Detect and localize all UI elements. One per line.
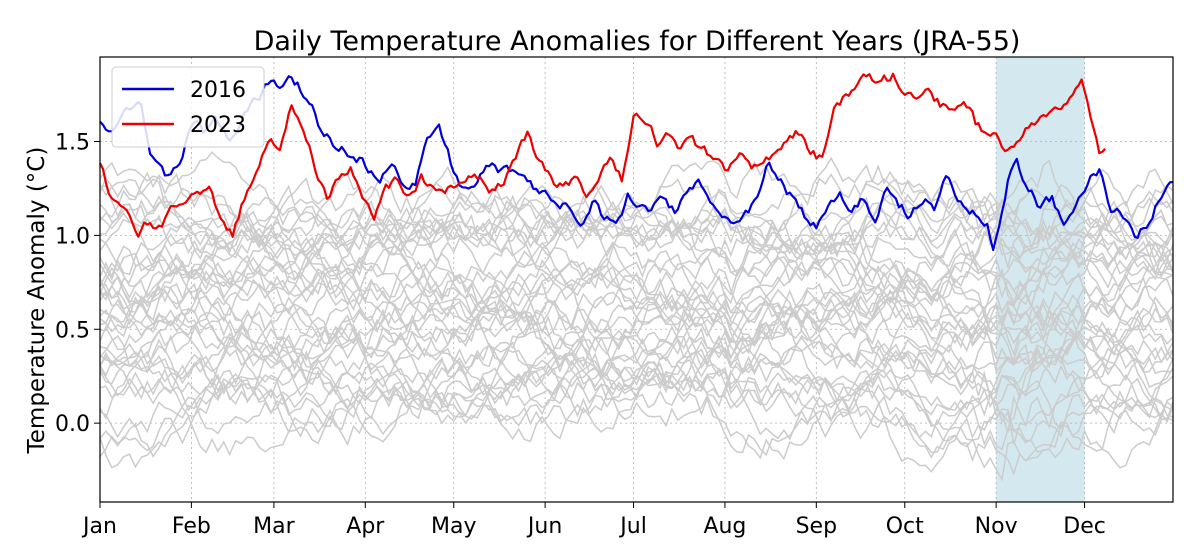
background-year-line	[99, 354, 1174, 476]
plot-frame	[99, 56, 1174, 503]
series-line-2023	[99, 72, 1106, 238]
x-tick-label-nov: Nov	[975, 514, 1018, 539]
background-year-line	[99, 299, 1174, 421]
background-year-line	[99, 305, 1174, 447]
x-tick-label-jul: Jul	[618, 514, 647, 539]
background-year-line	[99, 223, 1174, 351]
background-years-lines	[99, 151, 1174, 482]
legend-label-2016: 2016	[190, 78, 246, 103]
background-year-line	[99, 236, 1174, 356]
x-tick-label-jun: Jun	[526, 514, 562, 539]
background-year-line	[99, 230, 1174, 315]
background-year-line	[99, 246, 1174, 362]
legend: 2016 2023	[111, 66, 265, 148]
x-tick-label-mar: Mar	[253, 514, 295, 539]
background-year-line	[99, 177, 1174, 278]
chart-title: Daily Temperature Anomalies for Differen…	[254, 26, 1021, 57]
background-year-line	[99, 160, 1174, 260]
x-tick-label-dec: Dec	[1063, 514, 1106, 539]
y-tick-label-0.5: 0.5	[55, 318, 90, 343]
background-year-line	[99, 237, 1174, 392]
x-tick-label-aug: Aug	[703, 514, 746, 539]
x-axis-ticks: Jan Feb Mar Apr May Jun Jul Aug Sep Oct Nov Dec	[81, 502, 1106, 539]
y-tick-label-1.5: 1.5	[55, 130, 90, 155]
background-year-line	[99, 320, 1174, 441]
background-year-line	[99, 247, 1174, 412]
y-tick-label-0.0: 0.0	[55, 412, 90, 437]
background-year-line	[99, 204, 1174, 278]
background-year-line	[99, 268, 1174, 396]
background-year-line	[99, 211, 1174, 347]
background-year-line	[99, 241, 1174, 363]
background-year-line	[99, 324, 1174, 461]
x-tick-label-may: May	[431, 514, 476, 539]
background-year-line	[99, 276, 1174, 371]
background-year-line	[99, 318, 1174, 454]
background-year-line	[99, 278, 1174, 445]
x-tick-label-apr: Apr	[346, 514, 385, 539]
highlighted-series-lines	[99, 72, 1174, 252]
background-year-line	[99, 288, 1174, 419]
background-year-line	[99, 176, 1174, 259]
x-tick-label-oct: Oct	[886, 514, 924, 539]
background-year-line	[99, 344, 1174, 469]
legend-box	[111, 66, 265, 148]
x-tick-label-sep: Sep	[796, 514, 837, 539]
background-year-line	[99, 215, 1174, 335]
series-line-2016	[99, 75, 1174, 252]
x-tick-label-feb: Feb	[172, 514, 211, 539]
background-year-line	[99, 201, 1174, 331]
x-tick-label-jan: Jan	[81, 514, 117, 539]
background-year-line	[99, 313, 1174, 443]
y-axis-ticks: 0.0 0.5 1.0 1.5	[55, 130, 100, 437]
y-tick-label-1.0: 1.0	[55, 224, 90, 249]
legend-label-2023: 2023	[190, 113, 246, 138]
y-axis-label: Temperature Anomaly (°C)	[24, 147, 50, 455]
background-year-line	[99, 178, 1174, 257]
